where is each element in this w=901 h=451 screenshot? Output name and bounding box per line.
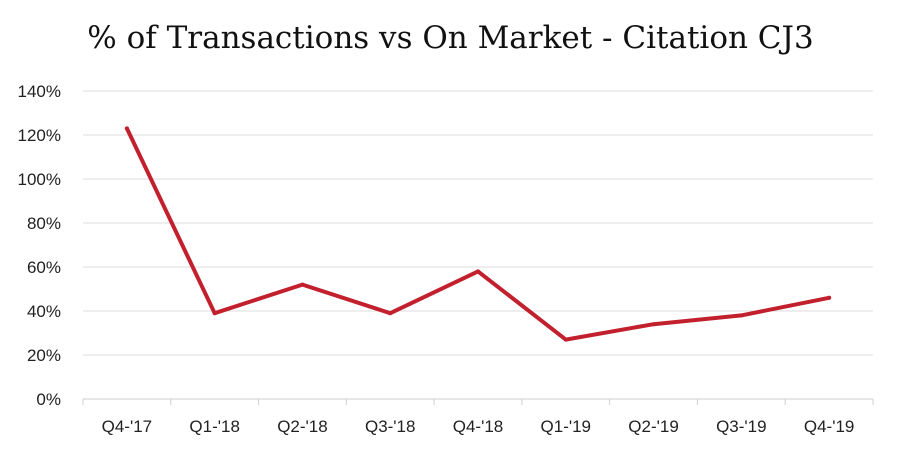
x-tick-label: Q4-'18	[453, 417, 504, 436]
y-tick-label: 60%	[27, 258, 61, 277]
y-axis: 0% 20% 40% 60% 80% 100% 120% 140%	[18, 82, 61, 409]
data-point	[300, 282, 305, 287]
chart-title: % of Transactions vs On Market - Citatio…	[87, 20, 814, 56]
x-tick-label: Q3-'18	[365, 417, 416, 436]
data-point	[212, 311, 217, 316]
data-point	[388, 311, 393, 316]
x-tick-label: Q1-'19	[541, 417, 592, 436]
data-point	[739, 313, 744, 318]
y-tick-label: 100%	[18, 170, 61, 189]
series-line	[124, 126, 832, 342]
y-tick-label: 80%	[27, 214, 61, 233]
data-point	[476, 269, 480, 274]
y-tick-label: 40%	[27, 302, 61, 321]
y-tick-label: 0%	[36, 390, 61, 409]
x-tick-label: Q4-'17	[102, 417, 153, 436]
y-tick-label: 140%	[18, 82, 61, 101]
y-tick-label: 20%	[27, 346, 61, 365]
data-point	[563, 337, 568, 342]
data-point	[124, 126, 129, 131]
series	[124, 126, 832, 342]
x-tick-label: Q1-'18	[189, 417, 240, 436]
x-tick-label: Q4-'19	[804, 417, 855, 436]
data-point	[651, 322, 656, 327]
y-tick-label: 120%	[18, 126, 61, 145]
gridlines	[83, 90, 873, 400]
x-axis: Q4-'17 Q1-'18 Q2-'18 Q3-'18 Q4-'18 Q1-'19 Q2-'…	[82, 399, 874, 436]
x-tick-label: Q2-'19	[628, 417, 679, 436]
data-point	[827, 295, 832, 300]
x-tick-label: Q2-'18	[277, 417, 328, 436]
x-tick-label: Q3-'19	[716, 417, 767, 436]
